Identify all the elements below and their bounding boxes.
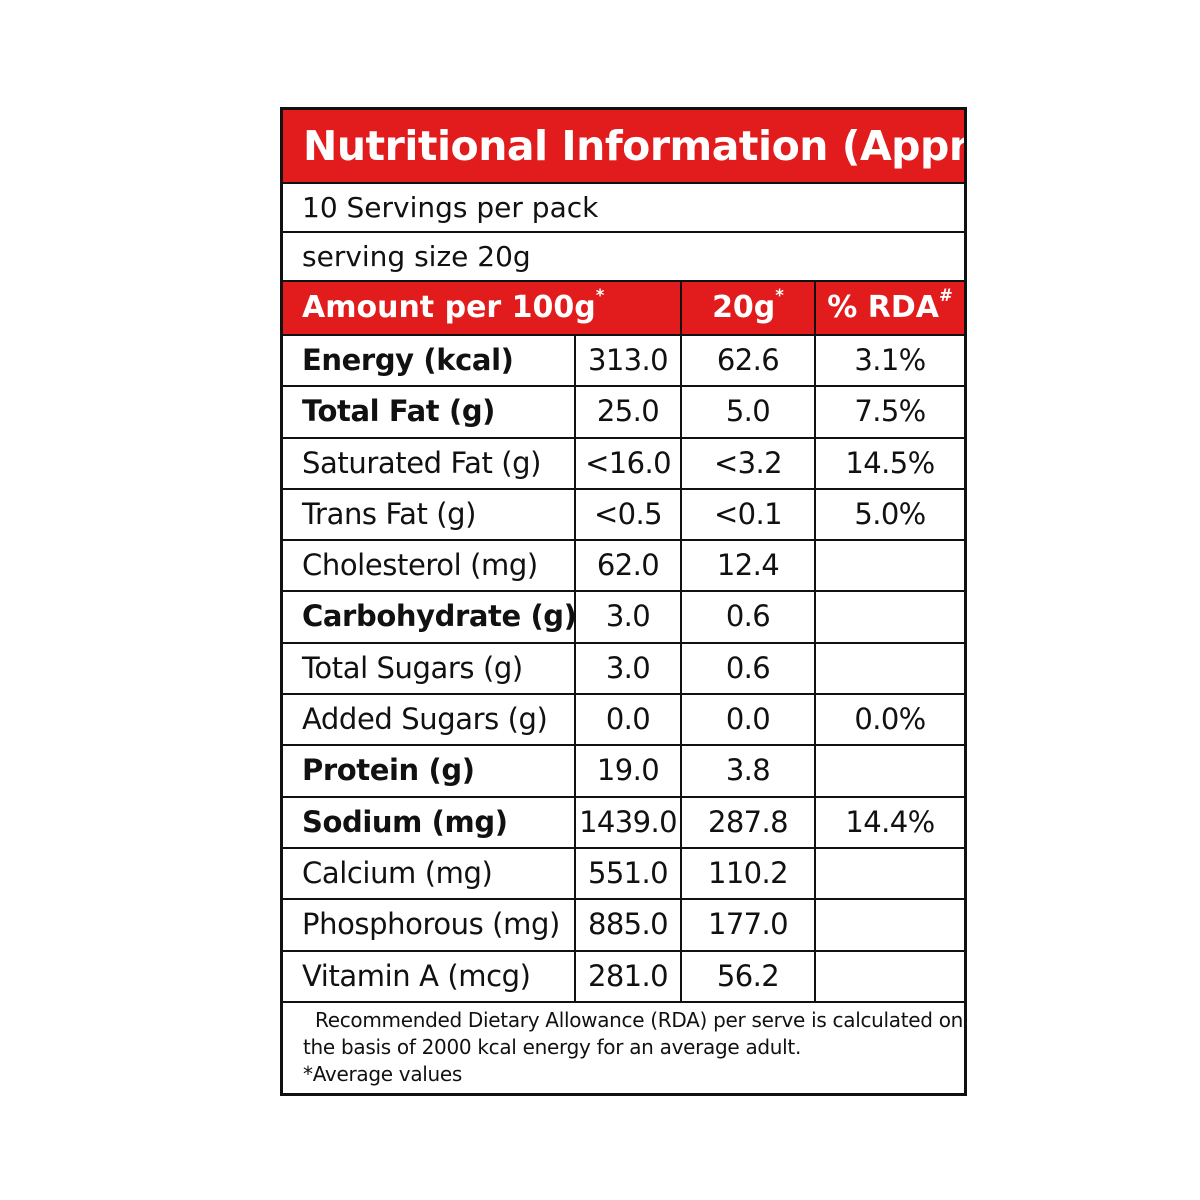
header-amount-per-100g: Amount per 100g*: [283, 282, 682, 334]
servings-per-pack: 10 Servings per pack: [283, 184, 964, 233]
nutrient-name: Sodium (mg): [283, 797, 576, 847]
nutrition-label: Nutritional Information (Approx) 10 Serv…: [280, 107, 967, 1096]
table-row: Cholesterol (mg) 62.0 12.4: [283, 541, 964, 593]
value-rda: [816, 952, 964, 1001]
value-per-serving: 0.0: [682, 695, 816, 745]
nutrient-name: Total Sugars (g): [283, 643, 576, 694]
value-per-100g: 62.0: [576, 541, 682, 591]
value-rda: 14.5%: [845, 445, 935, 480]
value-per-100g: <0.5: [576, 489, 682, 540]
header-rda: % RDA#: [827, 286, 953, 325]
value-rda: 3.1%: [854, 343, 926, 377]
table-row: Trans Fat (g) <0.5 <0.1 5.0%: [283, 489, 964, 542]
value-per-serving: 0.6: [682, 643, 816, 694]
nutrient-table: Energy (kcal) 313.0 62.6 3.1% Total Fat (g) 2…: [283, 336, 964, 1003]
table-row: Total Sugars (g) 3.0 0.6: [283, 643, 964, 696]
value-per-100g: 551.0: [576, 848, 682, 899]
serving-size: serving size 20g: [283, 233, 964, 282]
value-per-serving: 62.6: [682, 336, 816, 386]
table-row: Energy (kcal) 313.0 62.6 3.1%: [283, 336, 964, 388]
value-per-serving: 287.8: [682, 797, 816, 847]
value-per-100g: 313.0: [576, 336, 682, 386]
nutrient-name: Phosphorous (mg): [283, 900, 576, 950]
nutrient-name: Energy (kcal): [283, 336, 576, 386]
value-per-serving: 5.0: [682, 387, 816, 437]
header-rda-mark: #: [938, 286, 953, 305]
value-per-100g: 1439.0: [576, 797, 682, 847]
value-per-serving: 12.4: [682, 541, 816, 591]
nutrient-name: Saturated Fat (g): [283, 438, 576, 488]
table-row: Phosphorous (mg) 885.0 177.0: [283, 900, 964, 952]
value-per-100g: 19.0: [576, 746, 682, 796]
value-rda: [816, 541, 964, 590]
value-per-serving: 0.6: [682, 592, 816, 642]
value-per-100g: 281.0: [576, 951, 682, 1001]
table-row: Added Sugars (g) 0.0 0.0 0.0%: [283, 695, 964, 747]
nutrient-name: Calcium (mg): [283, 848, 576, 899]
value-per-100g: <16.0: [576, 438, 682, 488]
value-rda: 14.4%: [845, 804, 935, 839]
value-per-serving: 177.0: [682, 900, 816, 950]
table-row: Sodium (mg) 1439.0 287.8 14.4%: [283, 797, 964, 849]
table-row: Carbohydrate (g) 3.0 0.6: [283, 592, 964, 644]
nutrient-name: Carbohydrate (g): [283, 592, 576, 642]
value-per-serving: 3.8: [682, 746, 816, 796]
header-per-serving: 20g*: [682, 282, 816, 334]
value-per-100g: 3.0: [576, 643, 682, 694]
table-row: Vitamin A (mcg) 281.0 56.2: [283, 951, 964, 1003]
table-row: Total Fat (g) 25.0 5.0 7.5%: [283, 387, 964, 439]
header-serving-mark: *: [775, 286, 784, 305]
table-row: Saturated Fat (g) <16.0 <3.2 14.5%: [283, 438, 964, 490]
value-rda: 5.0%: [854, 496, 926, 531]
value-per-100g: 885.0: [576, 900, 682, 950]
nutrient-name: Cholesterol (mg): [283, 541, 576, 591]
value-per-serving: 56.2: [682, 951, 816, 1001]
value-rda: [816, 900, 964, 949]
value-per-serving: 110.2: [682, 848, 816, 899]
value-per-serving: <0.1: [682, 489, 816, 540]
value-per-serving: <3.2: [682, 438, 816, 488]
table-row: Calcium (mg) 551.0 110.2: [283, 848, 964, 901]
nutrient-name: Added Sugars (g): [283, 695, 576, 745]
footnote-rda: Recommended Dietary Allowance (RDA) per …: [315, 1007, 964, 1032]
value-rda: [816, 644, 964, 693]
value-rda: [816, 592, 964, 641]
nutrient-name: Vitamin A (mcg): [283, 951, 576, 1001]
value-per-100g: 3.0: [576, 592, 682, 642]
value-rda: 0.0%: [854, 702, 926, 737]
table-row: Protein (g) 19.0 3.8: [283, 746, 964, 798]
value-rda: [816, 849, 964, 898]
footnote-basis: the basis of 2000 kcal energy for an ave…: [303, 1034, 802, 1059]
nutrient-name: Total Fat (g): [283, 387, 576, 437]
value-per-100g: 0.0: [576, 695, 682, 745]
footnote: Recommended Dietary Allowance (RDA) per …: [283, 1003, 964, 1088]
table-header: Amount per 100g* 20g* % RDA#: [283, 282, 964, 336]
header-amount-mark: *: [595, 286, 605, 305]
value-per-100g: 25.0: [576, 387, 682, 437]
value-rda: [816, 746, 964, 795]
footnote-average: *Average values: [303, 1061, 463, 1086]
label-title: Nutritional Information (Approx): [283, 110, 964, 184]
value-rda: 7.5%: [854, 394, 926, 429]
nutrient-name: Protein (g): [283, 746, 576, 796]
nutrient-name: Trans Fat (g): [283, 489, 576, 540]
